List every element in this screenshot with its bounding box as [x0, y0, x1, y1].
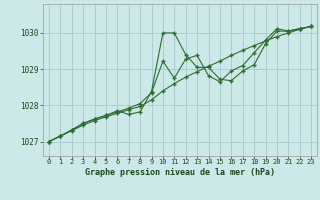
X-axis label: Graphe pression niveau de la mer (hPa): Graphe pression niveau de la mer (hPa): [85, 168, 275, 177]
